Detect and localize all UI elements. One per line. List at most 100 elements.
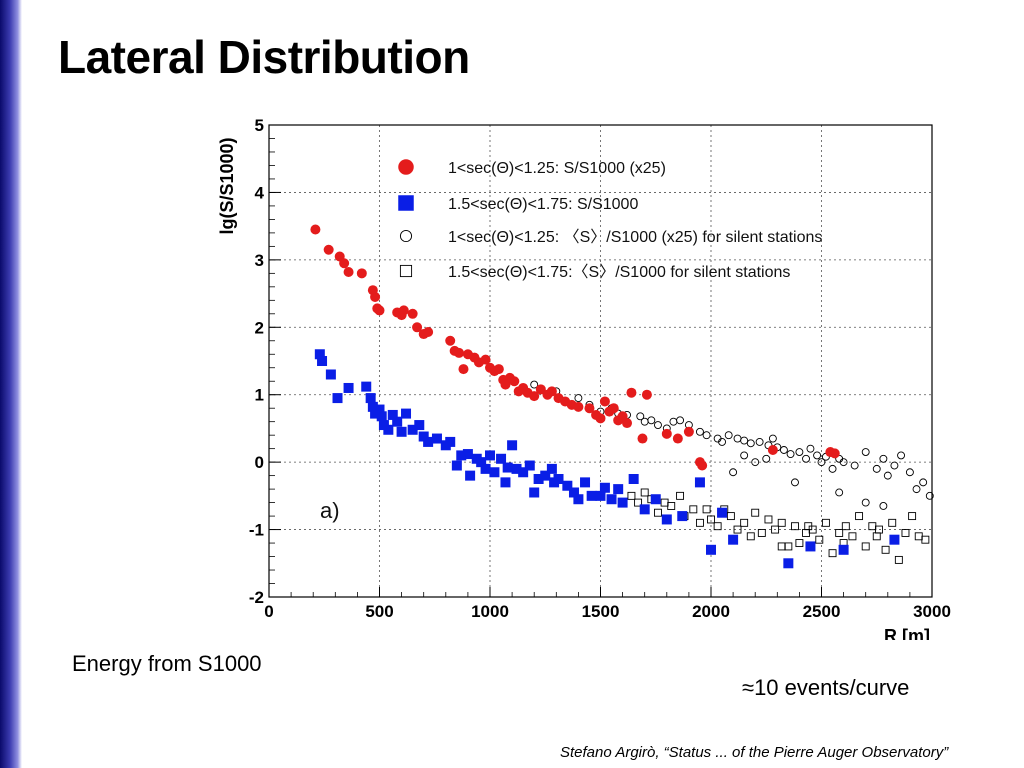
- data-point: [654, 508, 662, 517]
- data-point: [733, 434, 742, 443]
- data-point: [361, 381, 372, 392]
- data-point: [530, 380, 539, 389]
- data-point: [672, 433, 683, 444]
- data-point: [458, 364, 469, 375]
- data-point: [667, 502, 676, 510]
- data-point: [733, 525, 742, 534]
- data-point: [777, 542, 786, 551]
- data-point: [599, 396, 610, 407]
- data-point: [454, 347, 465, 358]
- data-point: [746, 439, 755, 448]
- data-point: [640, 417, 649, 426]
- data-point: [676, 416, 685, 425]
- data-point: [387, 409, 398, 420]
- data-point: [367, 401, 378, 412]
- data-point: [868, 522, 877, 531]
- data-point: [802, 528, 810, 537]
- data-point: [511, 463, 522, 474]
- data-point: [726, 512, 735, 521]
- data-point: [529, 487, 540, 498]
- data-point: [540, 470, 551, 481]
- data-point: [702, 431, 711, 440]
- data-point: [838, 544, 849, 555]
- data-point: [586, 490, 597, 501]
- data-point: [689, 505, 698, 514]
- data-point: [546, 463, 557, 474]
- data-point: [608, 403, 619, 414]
- data-point: [356, 268, 367, 279]
- data-point: [323, 244, 334, 255]
- data-point: [617, 497, 628, 508]
- data-point: [485, 450, 495, 461]
- data-point: [310, 224, 321, 235]
- y-tick-label: 1: [255, 386, 264, 405]
- data-point: [925, 491, 934, 500]
- data-point: [740, 436, 749, 445]
- data-point: [476, 457, 487, 468]
- ticks: 0 500 1000 1500 2000 2500 3000 -2 -1 0 1 2 3 4 5: [249, 116, 951, 621]
- data-point: [480, 354, 491, 365]
- data-point: [524, 460, 535, 471]
- data-point: [451, 460, 462, 471]
- data-point: [879, 502, 888, 510]
- data-point: [802, 454, 810, 463]
- data-point: [507, 440, 518, 451]
- data-point: [676, 491, 685, 500]
- y-tick-label: 2: [255, 318, 264, 337]
- data-point: [694, 477, 705, 488]
- data-point: [795, 448, 804, 456]
- data-point: [568, 487, 579, 498]
- data-point: [374, 404, 385, 415]
- data-point: [462, 449, 473, 460]
- data-point: [702, 505, 711, 514]
- data-point: [850, 461, 859, 470]
- data-point: [661, 514, 672, 525]
- data-point: [639, 504, 650, 515]
- data-point: [637, 433, 648, 444]
- data-point: [636, 412, 645, 421]
- data-point: [829, 448, 840, 459]
- data-point: [791, 478, 799, 487]
- data-point: [562, 480, 573, 491]
- data-point: [376, 411, 387, 422]
- data-point: [396, 426, 407, 437]
- data-point: [841, 522, 850, 531]
- data-point: [835, 528, 844, 537]
- data-point: [496, 453, 507, 464]
- data-point: [914, 532, 923, 541]
- data-point: [502, 462, 513, 473]
- data-point: [848, 532, 857, 541]
- data-point: [777, 518, 786, 527]
- data-point: [706, 544, 716, 555]
- data-point: [813, 451, 822, 460]
- data-point: [919, 478, 928, 487]
- data-point: [677, 511, 688, 522]
- data-point: [768, 434, 777, 443]
- data-point: [339, 258, 350, 269]
- data-point: [414, 420, 425, 431]
- data-point: [383, 424, 394, 435]
- data-point: [584, 403, 595, 414]
- data-point: [325, 369, 336, 380]
- y-tick-label: -2: [249, 588, 264, 607]
- data-point: [489, 467, 500, 478]
- data-point: [861, 498, 870, 507]
- data-point: [879, 454, 888, 463]
- data-point: [835, 488, 844, 497]
- x-tick-label: 1000: [471, 602, 509, 621]
- legend-marker: [399, 264, 413, 278]
- data-point: [535, 384, 546, 395]
- legend-marker: [398, 159, 414, 175]
- data-point: [897, 451, 906, 460]
- data-point: [580, 477, 591, 488]
- data-point: [779, 446, 788, 454]
- data-point: [332, 393, 343, 404]
- data-point: [707, 515, 715, 524]
- data-point: [392, 416, 403, 427]
- data-point: [740, 518, 749, 527]
- data-point: [795, 539, 804, 548]
- legend-marker: [398, 195, 414, 211]
- data-point: [445, 436, 456, 447]
- data-point: [370, 291, 381, 302]
- data-point: [755, 437, 764, 446]
